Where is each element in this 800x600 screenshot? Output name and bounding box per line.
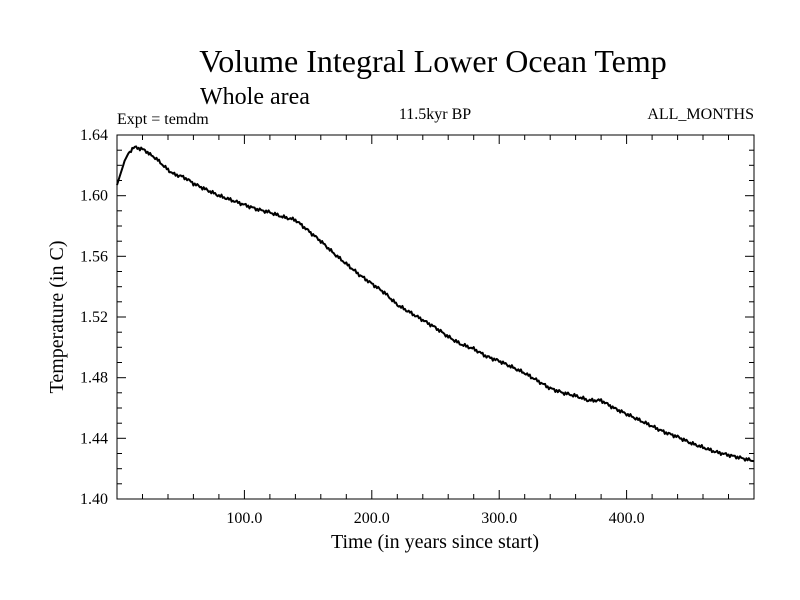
x-tick-label: 200.0 [354, 510, 390, 527]
x-tick-label: 100.0 [226, 510, 262, 527]
y-tick-label: 1.60 [80, 188, 108, 205]
y-axis-label: Temperature (in C) [46, 241, 68, 394]
y-tick-label: 1.44 [80, 430, 108, 447]
y-tick-label: 1.40 [80, 491, 108, 508]
x-tick-label: 400.0 [609, 510, 645, 527]
plot-frame [116, 134, 755, 500]
x-axis-label: Time (in years since start) [331, 531, 539, 553]
series-line-temdm [116, 145, 755, 463]
series-layer [116, 145, 755, 463]
y-tick-label: 1.52 [80, 309, 108, 326]
period-label: 11.5kyr BP [399, 106, 471, 123]
chart-title: Volume Integral Lower Ocean Temp [199, 43, 667, 79]
y-tick-label: 1.64 [80, 127, 108, 144]
y-tick-label: 1.56 [80, 248, 108, 265]
months-label: ALL_MONTHS [647, 106, 754, 123]
y-tick-label: 1.48 [80, 370, 108, 387]
chart-subtitle: Whole area [200, 84, 310, 110]
x-tick-label: 300.0 [481, 510, 517, 527]
y-axis: 1.40 1.44 1.48 1.52 1.56 1.60 1.64 [80, 127, 754, 508]
experiment-label: Expt = temdm [117, 111, 209, 128]
x-axis: 100.0 200.0 300.0 400.0 [142, 135, 729, 527]
